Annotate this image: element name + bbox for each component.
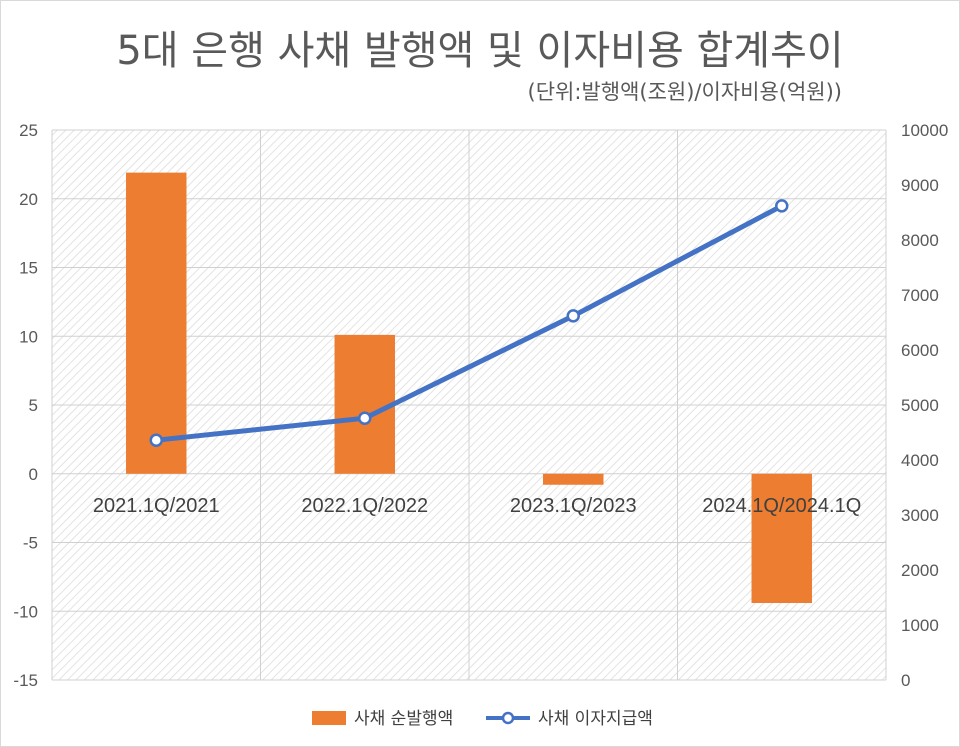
legend-bar-label: 사채 순발행액 bbox=[354, 709, 453, 729]
chart-subtitle: (단위:발행액(조원)/이자비용(억원)) bbox=[527, 80, 842, 104]
category-label: 2022.1Q/2022 bbox=[301, 495, 428, 517]
bar-1 bbox=[126, 172, 187, 474]
left-tick-label: 15 bbox=[19, 259, 38, 278]
series-line bbox=[155, 203, 783, 443]
category-label: 2024.1Q/2024.1Q bbox=[702, 495, 861, 517]
right-tick-label: 9000 bbox=[901, 176, 939, 195]
line-point-2 bbox=[358, 411, 372, 425]
legend-bar-swatch bbox=[312, 711, 346, 725]
line-point-1 bbox=[149, 433, 163, 447]
right-tick-label: 8000 bbox=[901, 231, 939, 250]
left-tick-label: -10 bbox=[13, 602, 38, 621]
left-tick-label: 20 bbox=[19, 190, 38, 209]
right-tick-label: 5000 bbox=[901, 396, 939, 415]
right-tick-label: 3000 bbox=[901, 506, 939, 525]
left-tick-label: 0 bbox=[29, 465, 38, 484]
bar-2 bbox=[334, 334, 395, 474]
category-label: 2023.1Q/2023 bbox=[510, 495, 637, 517]
left-tick-label: 25 bbox=[19, 121, 38, 140]
legend-line-marker bbox=[501, 711, 515, 725]
left-tick-label: 10 bbox=[19, 327, 38, 346]
right-tick-label: 10000 bbox=[901, 121, 948, 140]
right-tick-label: 4000 bbox=[901, 451, 939, 470]
legend-line-label: 사채 이자지급액 bbox=[538, 709, 653, 729]
category-label: 2021.1Q/2021 bbox=[93, 495, 220, 517]
line-point-3 bbox=[566, 309, 580, 323]
right-tick-label: 7000 bbox=[901, 286, 939, 305]
right-tick-label: 6000 bbox=[901, 341, 939, 360]
chart-title: 5대 은행 사채 발행액 및 이자비용 합계추이 bbox=[116, 28, 844, 74]
left-tick-label: -5 bbox=[23, 534, 38, 553]
right-tick-label: 1000 bbox=[901, 616, 939, 635]
right-tick-label: 2000 bbox=[901, 561, 939, 580]
left-tick-label: 5 bbox=[29, 396, 38, 415]
bar-3 bbox=[543, 473, 604, 485]
bar-4 bbox=[751, 473, 812, 603]
right-tick-label: 0 bbox=[901, 671, 910, 690]
line-point-4 bbox=[775, 199, 789, 213]
left-tick-label: -15 bbox=[13, 671, 38, 690]
